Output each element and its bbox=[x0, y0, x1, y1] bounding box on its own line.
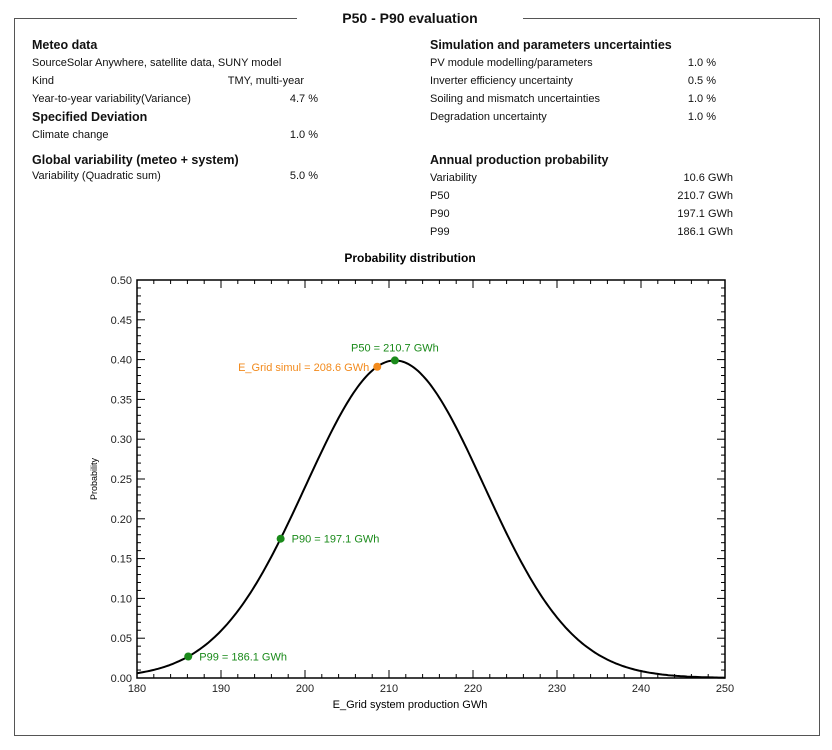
meteo-source: SourceSolar Anywhere, satellite data, SU… bbox=[32, 57, 282, 69]
point-marker bbox=[390, 356, 399, 365]
row-label: Variability (Quadratic sum) bbox=[32, 170, 161, 182]
global-row: Variability (Quadratic sum) 5.0 % bbox=[32, 167, 318, 185]
row-value: 1.0 % bbox=[289, 129, 318, 141]
x-axis-label: E_Grid system production GWh bbox=[333, 699, 488, 711]
y-tick-label: 0.50 bbox=[111, 275, 132, 287]
y-tick-label: 0.30 bbox=[111, 434, 132, 446]
annual-row: P90 197.1 GWh bbox=[430, 205, 733, 223]
row-value: 197.1 GWh bbox=[677, 208, 733, 220]
y-tick-label: 0.15 bbox=[111, 554, 132, 566]
point-label: E_Grid simul = 208.6 GWh bbox=[238, 362, 369, 374]
global-block: Global variability (meteo + system) Vari… bbox=[32, 151, 318, 185]
annual-block: Annual production probability Variabilit… bbox=[430, 151, 733, 241]
annual-row: P99 186.1 GWh bbox=[430, 223, 733, 241]
row-value: 0.5 % bbox=[687, 75, 716, 87]
row-label: Inverter efficiency uncertainty bbox=[430, 75, 573, 87]
annual-heading: Annual production probability bbox=[430, 153, 609, 167]
row-value: 10.6 GWh bbox=[683, 172, 733, 184]
y-tick-label: 0.00 bbox=[111, 673, 132, 685]
x-tick-label: 220 bbox=[464, 683, 482, 695]
point-label: P50 = 210.7 GWh bbox=[351, 342, 439, 354]
y-tick-label: 0.35 bbox=[111, 394, 132, 406]
row-label: PV module modelling/parameters bbox=[430, 57, 593, 69]
point-marker bbox=[184, 652, 193, 661]
row-value: TMY, multi-year bbox=[227, 75, 304, 87]
annual-row: P50 210.7 GWh bbox=[430, 187, 733, 205]
row-label: P90 bbox=[430, 208, 450, 220]
point-marker bbox=[373, 362, 382, 371]
row-label: Variability bbox=[430, 172, 477, 184]
y-tick-label: 0.40 bbox=[111, 355, 132, 367]
section-title: P50 - P90 evaluation bbox=[342, 10, 478, 26]
sim-row: Soiling and mismatch uncertainties 1.0 % bbox=[430, 90, 716, 108]
row-label: Year-to-year variability(Variance) bbox=[32, 93, 191, 105]
y-tick-label: 0.25 bbox=[111, 474, 132, 486]
x-tick-label: 230 bbox=[548, 683, 566, 695]
meteo-row: Kind TMY, multi-year bbox=[32, 72, 318, 90]
row-value: 186.1 GWh bbox=[677, 226, 733, 238]
row-label: P50 bbox=[430, 190, 450, 202]
row-value: 1.0 % bbox=[687, 93, 716, 105]
x-tick-label: 210 bbox=[380, 683, 398, 695]
frame-top-left bbox=[14, 18, 297, 19]
sim-heading: Simulation and parameters uncertainties bbox=[430, 38, 672, 52]
sim-row: Inverter efficiency uncertainty 0.5 % bbox=[430, 72, 716, 90]
row-value: 1.0 % bbox=[687, 111, 716, 123]
meteo-block: Meteo data SourceSolar Anywhere, satelli… bbox=[32, 36, 318, 144]
section-frame bbox=[14, 18, 820, 736]
y-tick-label: 0.10 bbox=[111, 593, 132, 605]
row-value: 1.0 % bbox=[687, 57, 716, 69]
x-tick-label: 180 bbox=[128, 683, 146, 695]
row-label: Degradation uncertainty bbox=[430, 111, 547, 123]
point-label: P90 = 197.1 GWh bbox=[292, 534, 380, 546]
sim-row: PV module modelling/parameters 1.0 % bbox=[430, 54, 716, 72]
y-tick-label: 0.05 bbox=[111, 633, 132, 645]
chart-title: Probability distribution bbox=[344, 251, 475, 265]
y-tick-label: 0.45 bbox=[111, 315, 132, 327]
point-label: P99 = 186.1 GWh bbox=[199, 652, 287, 664]
row-label: Climate change bbox=[32, 129, 109, 141]
frame-top-right bbox=[523, 18, 820, 19]
row-value: 5.0 % bbox=[289, 170, 318, 182]
row-value: 210.7 GWh bbox=[677, 190, 733, 202]
row-label: P99 bbox=[430, 226, 450, 238]
plot-area bbox=[136, 279, 726, 679]
x-tick-label: 240 bbox=[632, 683, 650, 695]
spec-heading: Specified Deviation bbox=[32, 110, 148, 124]
row-label: Soiling and mismatch uncertainties bbox=[430, 93, 600, 105]
sim-block: Simulation and parameters uncertainties … bbox=[430, 36, 716, 126]
point-marker bbox=[276, 534, 285, 543]
x-tick-label: 250 bbox=[716, 683, 734, 695]
global-heading: Global variability (meteo + system) bbox=[32, 153, 239, 167]
row-label: Kind bbox=[32, 75, 55, 87]
meteo-heading: Meteo data bbox=[32, 38, 98, 52]
distribution-curve bbox=[136, 359, 726, 679]
sim-row: Degradation uncertainty 1.0 % bbox=[430, 108, 716, 126]
meteo-row: Year-to-year variability(Variance) 4.7 % bbox=[32, 90, 318, 108]
x-tick-label: 200 bbox=[296, 683, 314, 695]
y-axis-label: Probability bbox=[89, 457, 99, 500]
row-value: 4.7 % bbox=[289, 93, 318, 105]
y-tick-label: 0.20 bbox=[111, 514, 132, 526]
x-tick-label: 190 bbox=[212, 683, 230, 695]
spec-row: Climate change 1.0 % bbox=[32, 126, 318, 144]
annual-row: Variability 10.6 GWh bbox=[430, 169, 733, 187]
